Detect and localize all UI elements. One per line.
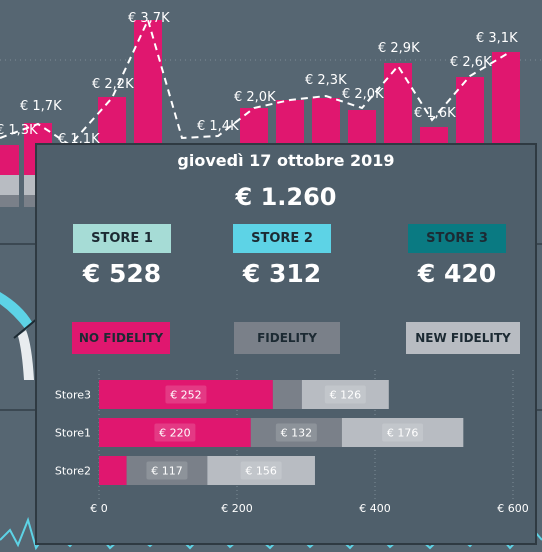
x-tick-label: € 600: [497, 502, 529, 515]
background-bar-segment: [0, 175, 19, 195]
bar-label: € 2,6K: [450, 55, 492, 70]
store-1-value: € 528: [82, 259, 162, 288]
x-tick-label: € 0: [90, 502, 108, 515]
category-label: Store2: [55, 465, 91, 478]
background-bar[interactable]: [276, 100, 304, 145]
data-label-background: [275, 423, 317, 442]
data-label: € 126: [330, 389, 362, 402]
background-bar[interactable]: [384, 63, 412, 145]
data-label-background: [165, 385, 207, 404]
background-bar[interactable]: [420, 127, 448, 145]
data-label: € 117: [151, 465, 183, 478]
store-fidelity-stacked-bar-chart: € 0 € 200 € 400 € 600 Store3 € 252 € 126 Store1…: [55, 370, 529, 515]
background-bar-segment: [24, 195, 36, 207]
legend-fidelity: FIDELITY: [234, 322, 340, 354]
bar-segment: [207, 456, 315, 485]
background-bar[interactable]: [348, 110, 376, 145]
background-bar[interactable]: [492, 52, 520, 145]
bar-segment: [99, 456, 127, 485]
store-2-value: € 312: [242, 259, 322, 288]
data-label: € 132: [281, 427, 313, 440]
background-bar-labels: € 1,3K € 1,7K € 1,1K € 2,2K € 3,7K € 1,4…: [0, 11, 518, 147]
store-1-badge: STORE 1: [73, 224, 171, 253]
data-label-background: [154, 423, 196, 442]
tooltip-date: giovedì 17 ottobre 2019: [177, 151, 395, 170]
background-bar[interactable]: [312, 98, 340, 145]
background-bars: [0, 20, 520, 207]
data-label-background: [382, 423, 424, 442]
store-3-value: € 420: [417, 259, 497, 288]
background-bar[interactable]: [456, 77, 484, 145]
bar-segment: [272, 380, 302, 409]
category-label: Store3: [55, 389, 91, 402]
bar-segment: [126, 456, 208, 485]
background-bar[interactable]: [240, 108, 268, 145]
bar-segment: [250, 418, 342, 447]
x-tick-label: € 400: [359, 502, 391, 515]
bar-label: € 1,7K: [20, 99, 62, 114]
background-bar[interactable]: [0, 145, 19, 175]
bar-segment: [301, 380, 389, 409]
data-label-background: [240, 461, 282, 480]
data-label-background: [324, 385, 366, 404]
background-bar[interactable]: [98, 97, 126, 145]
legend-new-fidelity: NEW FIDELITY: [406, 322, 520, 354]
data-label-background: [146, 461, 188, 480]
store-3-badge: STORE 3: [408, 224, 506, 253]
gauge-arc-track: [18, 330, 34, 380]
legend-no-fidelity: NO FIDELITY: [72, 322, 170, 354]
bar-label: € 3,7K: [128, 11, 170, 26]
data-label: € 176: [387, 427, 419, 440]
bar-label: € 1,6K: [414, 106, 456, 121]
gauge-arc: [0, 292, 32, 330]
bar-label: € 1,4K: [197, 119, 239, 134]
bar-label: € 3,1K: [476, 31, 518, 46]
bar-label: € 2,9K: [378, 41, 420, 56]
background-bar[interactable]: [134, 20, 162, 145]
bar-label: € 2,2K: [92, 77, 134, 92]
data-label: € 252: [170, 389, 202, 402]
tooltip-total: € 1.260: [235, 183, 337, 211]
tooltip-card: giovedì 17 ottobre 2019 € 1.260 STORE 1 …: [35, 143, 537, 545]
data-label: € 220: [159, 427, 191, 440]
bar-label: € 2,3K: [305, 73, 347, 88]
bar-label: € 1,3K: [0, 123, 38, 138]
bar-segment: [341, 418, 464, 447]
bar-segment: [99, 380, 273, 409]
store-2-badge: STORE 2: [233, 224, 331, 253]
bar-label: € 2,0K: [234, 90, 276, 105]
bar-label: € 2,0K: [342, 87, 384, 102]
x-tick-label: € 200: [221, 502, 253, 515]
bar-segment: [99, 418, 251, 447]
background-trend-line: [0, 17, 511, 147]
background-bar-segment: [0, 195, 19, 207]
category-label: Store1: [55, 427, 91, 440]
data-label: € 156: [245, 465, 277, 478]
background-bar-segment: [24, 175, 36, 195]
